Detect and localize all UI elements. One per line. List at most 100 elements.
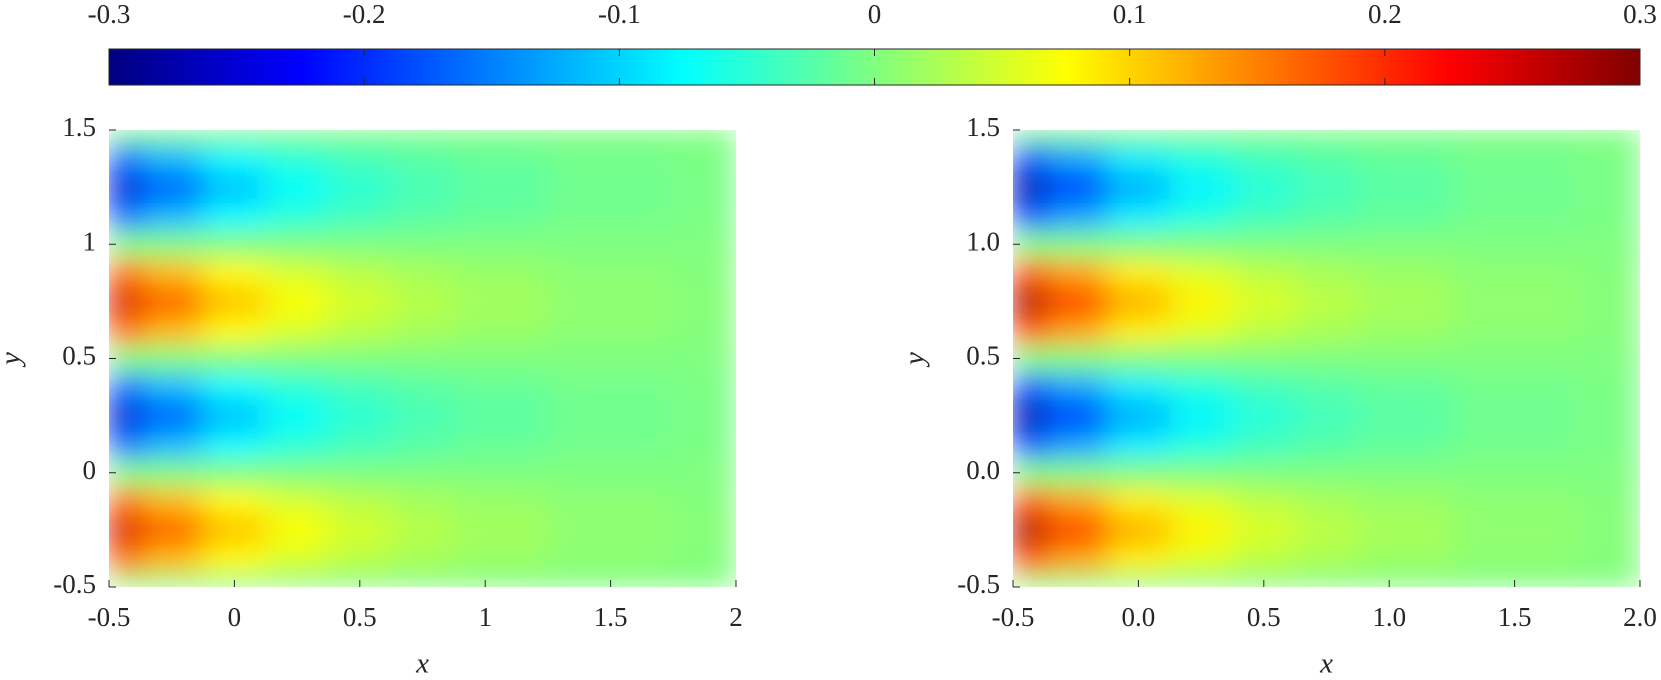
heat-cell <box>1106 515 1171 545</box>
heat-cell <box>109 258 141 288</box>
heat-cell <box>265 400 329 431</box>
x-axis-label: x <box>415 648 429 680</box>
heat-cell <box>547 315 674 345</box>
heat-cell <box>1106 258 1171 288</box>
heat-cell <box>390 572 455 587</box>
heat-cell <box>1013 172 1045 202</box>
heat-cell <box>1106 130 1171 145</box>
heat-cell <box>390 315 455 345</box>
heat-cell <box>265 200 329 231</box>
heat-cell <box>1294 515 1359 545</box>
heat-cell <box>547 130 674 145</box>
heat-cell <box>1169 457 1233 488</box>
heat-cell <box>1106 343 1171 374</box>
heat-cell <box>1231 343 1296 374</box>
heat-cell <box>1576 200 1640 231</box>
heat-cell <box>672 200 736 231</box>
heat-cell <box>1231 400 1296 431</box>
x-tick-label: 1.5 <box>1498 602 1532 632</box>
heat-cell <box>202 130 267 145</box>
x-axis-label: x <box>1319 648 1333 680</box>
heat-cell <box>390 172 455 202</box>
heat-cell <box>1169 515 1233 545</box>
heat-cell <box>109 130 141 145</box>
heat-cell <box>672 543 736 574</box>
heat-cell <box>1294 343 1359 374</box>
heat-cell <box>453 229 549 260</box>
heat-cell <box>453 143 549 174</box>
x-tick-label: 1.5 <box>594 602 628 632</box>
heat-cell <box>390 258 455 288</box>
heat-cell <box>1294 315 1359 345</box>
heat-cell <box>672 130 736 145</box>
heat-cell <box>139 143 204 174</box>
heat-cell <box>1451 457 1578 488</box>
heat-cell <box>1231 315 1296 345</box>
heat-cell <box>1576 457 1640 488</box>
heat-cell <box>327 315 392 345</box>
heat-cell <box>672 486 736 517</box>
heat-cell <box>1451 400 1578 431</box>
heat-cell <box>672 372 736 402</box>
heat-cell <box>109 400 141 431</box>
heat-cell <box>1043 486 1108 517</box>
heat-cell <box>1043 572 1108 587</box>
heat-cell <box>1231 429 1296 459</box>
heat-cell <box>1451 486 1578 517</box>
heat-cell <box>1576 143 1640 174</box>
heat-cell <box>390 200 455 231</box>
x-tick-label: 0 <box>228 602 242 632</box>
heat-cell <box>1013 200 1045 231</box>
heat-cell <box>1231 130 1296 145</box>
heat-cell <box>109 486 141 517</box>
heat-cell <box>1169 372 1233 402</box>
heat-cell <box>390 543 455 574</box>
heat-cell <box>139 572 204 587</box>
heat-cell <box>1294 429 1359 459</box>
heat-cell <box>139 543 204 574</box>
heat-cell <box>139 258 204 288</box>
heat-cell <box>1013 315 1045 345</box>
heat-cell <box>1106 572 1171 587</box>
heat-cell <box>1294 572 1359 587</box>
heat-cell <box>390 130 455 145</box>
heat-cell <box>265 286 329 317</box>
heat-cell <box>1169 130 1233 145</box>
heat-cell <box>547 400 674 431</box>
heat-cell <box>1294 172 1359 202</box>
heat-cell <box>202 229 267 260</box>
heat-cell <box>1357 258 1453 288</box>
heat-cell <box>265 130 329 145</box>
heat-cell <box>1169 172 1233 202</box>
heat-cell <box>1357 130 1453 145</box>
heat-cell <box>1294 229 1359 260</box>
heat-cell <box>1357 429 1453 459</box>
x-tick-label: 2.0 <box>1623 602 1657 632</box>
heat-cell <box>1451 343 1578 374</box>
heat-cell <box>139 429 204 459</box>
heat-cell <box>139 343 204 374</box>
heat-cell <box>202 172 267 202</box>
heat-cell <box>327 515 392 545</box>
heat-cell <box>265 143 329 174</box>
heat-cell <box>672 343 736 374</box>
heat-cell <box>1169 315 1233 345</box>
heat-cell <box>1231 486 1296 517</box>
heat-cell <box>1451 229 1578 260</box>
colorbar-tick-label: 0 <box>868 0 882 29</box>
heat-cell <box>1013 258 1045 288</box>
heat-cell <box>672 572 736 587</box>
y-tick-label: 0.5 <box>62 341 96 371</box>
heat-cell <box>453 200 549 231</box>
heat-cell <box>1451 572 1578 587</box>
heat-cell <box>1043 429 1108 459</box>
heat-cell <box>1043 130 1108 145</box>
heat-cell <box>202 515 267 545</box>
heat-cell <box>1576 172 1640 202</box>
heat-cell <box>547 143 674 174</box>
heat-cell <box>1169 258 1233 288</box>
heat-cell <box>547 343 674 374</box>
heat-cell <box>453 372 549 402</box>
heat-cell <box>390 515 455 545</box>
heat-cell <box>202 572 267 587</box>
